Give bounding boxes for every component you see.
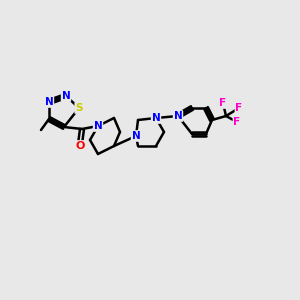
Text: S: S: [75, 103, 83, 113]
Text: N: N: [152, 113, 160, 123]
Text: N: N: [94, 121, 102, 131]
Text: N: N: [61, 91, 70, 101]
Text: O: O: [75, 141, 85, 151]
Text: N: N: [45, 97, 53, 107]
Text: N: N: [132, 131, 140, 141]
Text: F: F: [236, 103, 243, 113]
Text: F: F: [233, 117, 241, 127]
Text: F: F: [219, 98, 226, 108]
Text: N: N: [174, 111, 182, 121]
